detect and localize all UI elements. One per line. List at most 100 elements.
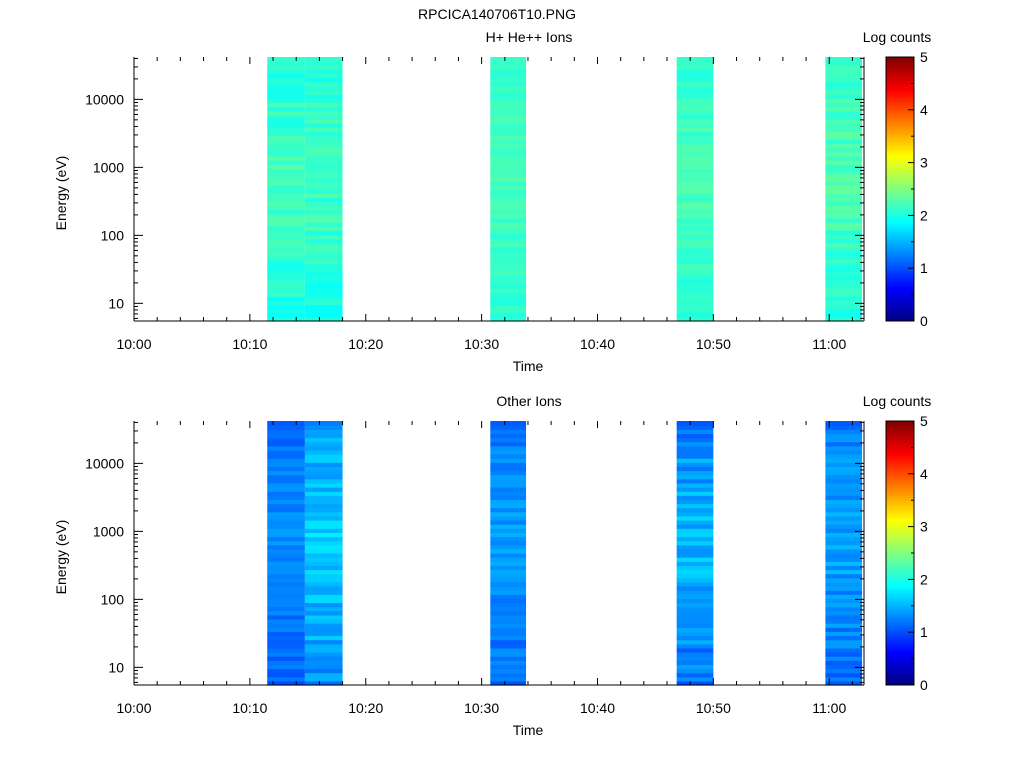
heatmap-cell [490, 197, 527, 202]
heatmap-cell [267, 536, 305, 542]
heatmap-cell [676, 561, 714, 566]
colorbar-swatch [886, 154, 914, 158]
heatmap-cell [267, 267, 305, 273]
colorbar-swatch [886, 249, 914, 253]
heatmap-cell [825, 201, 863, 207]
heatmap-cell [490, 491, 527, 496]
heatmap-cell [304, 300, 343, 306]
heatmap-cell [825, 643, 863, 649]
heatmap-cell [676, 491, 714, 496]
heatmap-cell [304, 213, 343, 219]
heatmap-cell [825, 263, 863, 268]
heatmap-cell [304, 425, 343, 430]
heatmap-cell [825, 193, 863, 198]
heatmap-cell [825, 73, 863, 79]
heatmap-cell [490, 598, 527, 604]
heatmap-cell [304, 259, 343, 264]
colorbar-swatch [886, 136, 914, 140]
colorbar-swatch [886, 315, 914, 319]
colorbar-swatch [886, 613, 914, 617]
heatmap-cell [267, 255, 305, 260]
heatmap-cell [825, 639, 863, 645]
colorbar-swatch [886, 162, 914, 166]
heatmap-cell [267, 544, 305, 550]
colorbar-swatch [886, 492, 914, 496]
heatmap-cell [304, 197, 343, 202]
colorbar-swatch [886, 421, 914, 425]
colorbar-swatch [886, 550, 914, 554]
heatmap-cell [304, 557, 343, 562]
heatmap-cell [304, 664, 343, 670]
heatmap-cell [267, 610, 305, 616]
x-axis-label: Time [513, 358, 544, 374]
heatmap-cell [676, 639, 714, 645]
heatmap-cell [267, 102, 305, 108]
heatmap-cell [490, 139, 527, 145]
heatmap-cell [676, 619, 714, 624]
colorbar-label: Log counts [863, 29, 932, 45]
colorbar-swatch [886, 553, 914, 557]
heatmap-cell [490, 520, 527, 525]
heatmap-cell [676, 652, 714, 657]
colorbar-swatch [886, 291, 914, 296]
colorbar-swatch [886, 83, 914, 87]
heatmap-cell [825, 94, 863, 99]
heatmap-cell [267, 590, 305, 595]
heatmap-cell [267, 528, 305, 533]
colorbar-swatch [886, 117, 914, 121]
y-tick-label: 1000 [93, 523, 124, 539]
colorbar-swatch [886, 682, 914, 686]
heatmap-cell [304, 462, 343, 467]
heatmap-cell [267, 429, 305, 434]
colorbar-swatch [886, 218, 914, 222]
heatmap-cell [304, 487, 343, 492]
heatmap-cell [304, 94, 343, 99]
colorbar-swatch [886, 273, 914, 277]
heatmap-cell [267, 292, 305, 297]
heatmap-cell [825, 458, 863, 463]
colorbar-swatch [886, 518, 914, 522]
heatmap-cell [825, 189, 863, 194]
heatmap-cell [267, 296, 305, 301]
heatmap-cell [676, 515, 714, 521]
heatmap-cell [490, 279, 527, 285]
heatmap-cell [490, 65, 527, 70]
heatmap-cell [304, 226, 343, 231]
heatmap-cell [267, 164, 305, 169]
x-tick-label: 10:40 [580, 700, 615, 716]
heatmap-cell [490, 548, 527, 554]
heatmap-cell [267, 110, 305, 116]
heatmap-cell [825, 259, 863, 264]
heatmap-cell [304, 283, 343, 289]
heatmap-cell [676, 238, 714, 244]
colorbar-swatch [886, 671, 914, 675]
heatmap-cell [267, 462, 305, 467]
heatmap-cell [825, 234, 863, 240]
heatmap-cell [304, 499, 343, 505]
heatmap-cell [825, 647, 863, 653]
heatmap-cell [304, 548, 343, 554]
heatmap-cell [490, 189, 527, 194]
heatmap-cell [267, 271, 305, 277]
heatmap-cell [267, 106, 305, 112]
colorbar-swatch [886, 252, 914, 256]
heatmap-cell [267, 656, 305, 661]
heatmap-cell [676, 271, 714, 277]
heatmap-cell [676, 81, 714, 87]
heatmap-cell [304, 222, 343, 227]
colorbar-swatch [886, 473, 914, 477]
colorbar-swatch [886, 624, 914, 628]
heatmap-cell [825, 433, 863, 439]
heatmap-cell [490, 602, 527, 608]
heatmap-cell [304, 573, 343, 579]
heatmap-cell [825, 573, 863, 579]
heatmap-cell [267, 569, 305, 575]
colorbar-tick-label: 0 [920, 313, 928, 329]
colorbar-swatch [886, 167, 914, 172]
colorbar-swatch [886, 505, 914, 509]
heatmap-cell [304, 123, 343, 128]
heatmap-cell [304, 160, 343, 165]
heatmap-cell [304, 520, 343, 525]
colorbar-swatch [886, 120, 914, 124]
heatmap-cell [676, 292, 714, 297]
